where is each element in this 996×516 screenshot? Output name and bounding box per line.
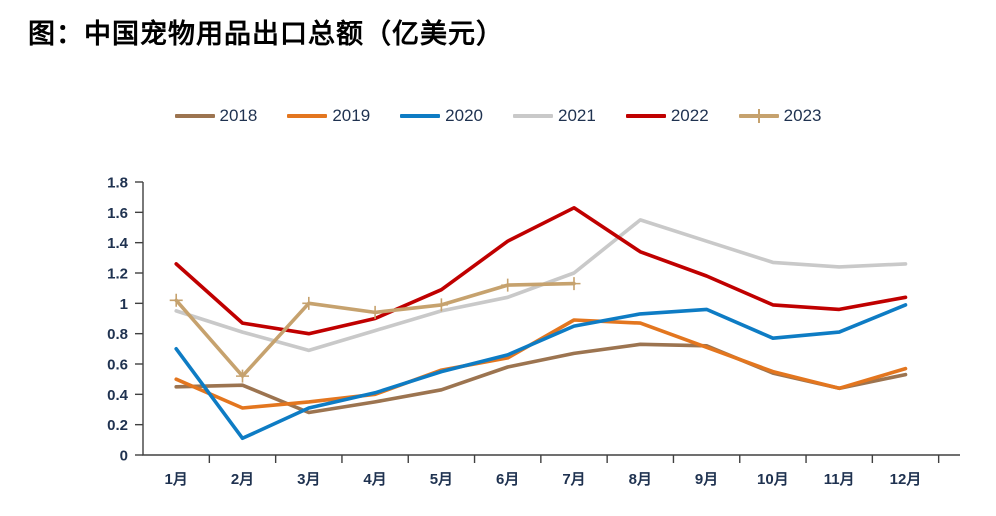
y-tick-label: 0: [120, 448, 128, 465]
legend-swatch-2023: [738, 108, 779, 123]
x-tick-label: 6月: [496, 471, 519, 488]
x-tick-label: 7月: [562, 471, 585, 488]
plus-marker: [368, 305, 382, 319]
x-tick-label: 4月: [363, 471, 386, 488]
legend-item-2020: 2020: [400, 107, 483, 124]
plus-marker: [302, 296, 316, 310]
x-tick-label: 10月: [757, 471, 789, 488]
y-tick-label: 1.4: [107, 235, 129, 252]
legend-swatch-2018: [174, 113, 215, 118]
y-tick-label: 1: [120, 296, 128, 313]
plus-marker: [169, 293, 183, 307]
plus-marker: [757, 108, 760, 123]
legend: 2018 2019 2020 2021 2022 2023: [0, 107, 996, 124]
y-tick-label: 0.2: [107, 417, 128, 434]
y-tick-label: 0.6: [107, 357, 128, 374]
x-tick-label: 8月: [629, 471, 652, 488]
y-tick-label: 1.8: [107, 175, 128, 192]
x-tick-label: 1月: [165, 471, 188, 488]
plus-marker: [434, 298, 448, 312]
legend-swatch-2022: [625, 113, 666, 118]
y-tick-label: 0.8: [107, 326, 128, 343]
series-line-2019: [174, 318, 908, 410]
legend-label-2022: 2022: [670, 106, 709, 125]
legend-item-2023: 2023: [738, 106, 822, 125]
plus-marker: [236, 369, 249, 383]
x-tick-label: 3月: [297, 471, 320, 488]
legend-item-2022: 2022: [625, 106, 709, 125]
plus-marker: [567, 277, 581, 291]
series-line-2022: [174, 206, 908, 336]
legend-item-2018: 2018: [174, 106, 258, 125]
y-tick-label: 0.4: [107, 387, 129, 404]
y-tick-label: 1.6: [107, 205, 128, 222]
x-tick-label: 5月: [430, 471, 453, 488]
legend-label-2023: 2023: [783, 106, 822, 125]
legend-item-2019: 2019: [287, 107, 370, 124]
x-tick-label: 9月: [695, 471, 718, 488]
legend-label-2021: 2021: [558, 106, 596, 125]
axes: [142, 182, 960, 456]
legend-label-2020: 2020: [445, 106, 483, 125]
x-tick-label: 2月: [231, 471, 254, 488]
legend-label-2019: 2019: [332, 106, 371, 125]
legend-swatch-2019: [287, 113, 328, 118]
legend-label-2018: 2018: [219, 106, 258, 125]
legend-item-2021: 2021: [513, 107, 596, 124]
y-tick-label: 1.2: [107, 266, 128, 283]
x-tick-label: 11月: [824, 471, 855, 488]
legend-swatch-2020: [400, 113, 441, 118]
chart-title: 图：中国宠物用品出口总额（亿美元）: [28, 19, 504, 49]
plus-marker: [501, 278, 515, 292]
x-tick-label: 12月: [890, 471, 922, 488]
legend-swatch-2021: [513, 113, 553, 118]
series-line-2020: [174, 303, 908, 441]
